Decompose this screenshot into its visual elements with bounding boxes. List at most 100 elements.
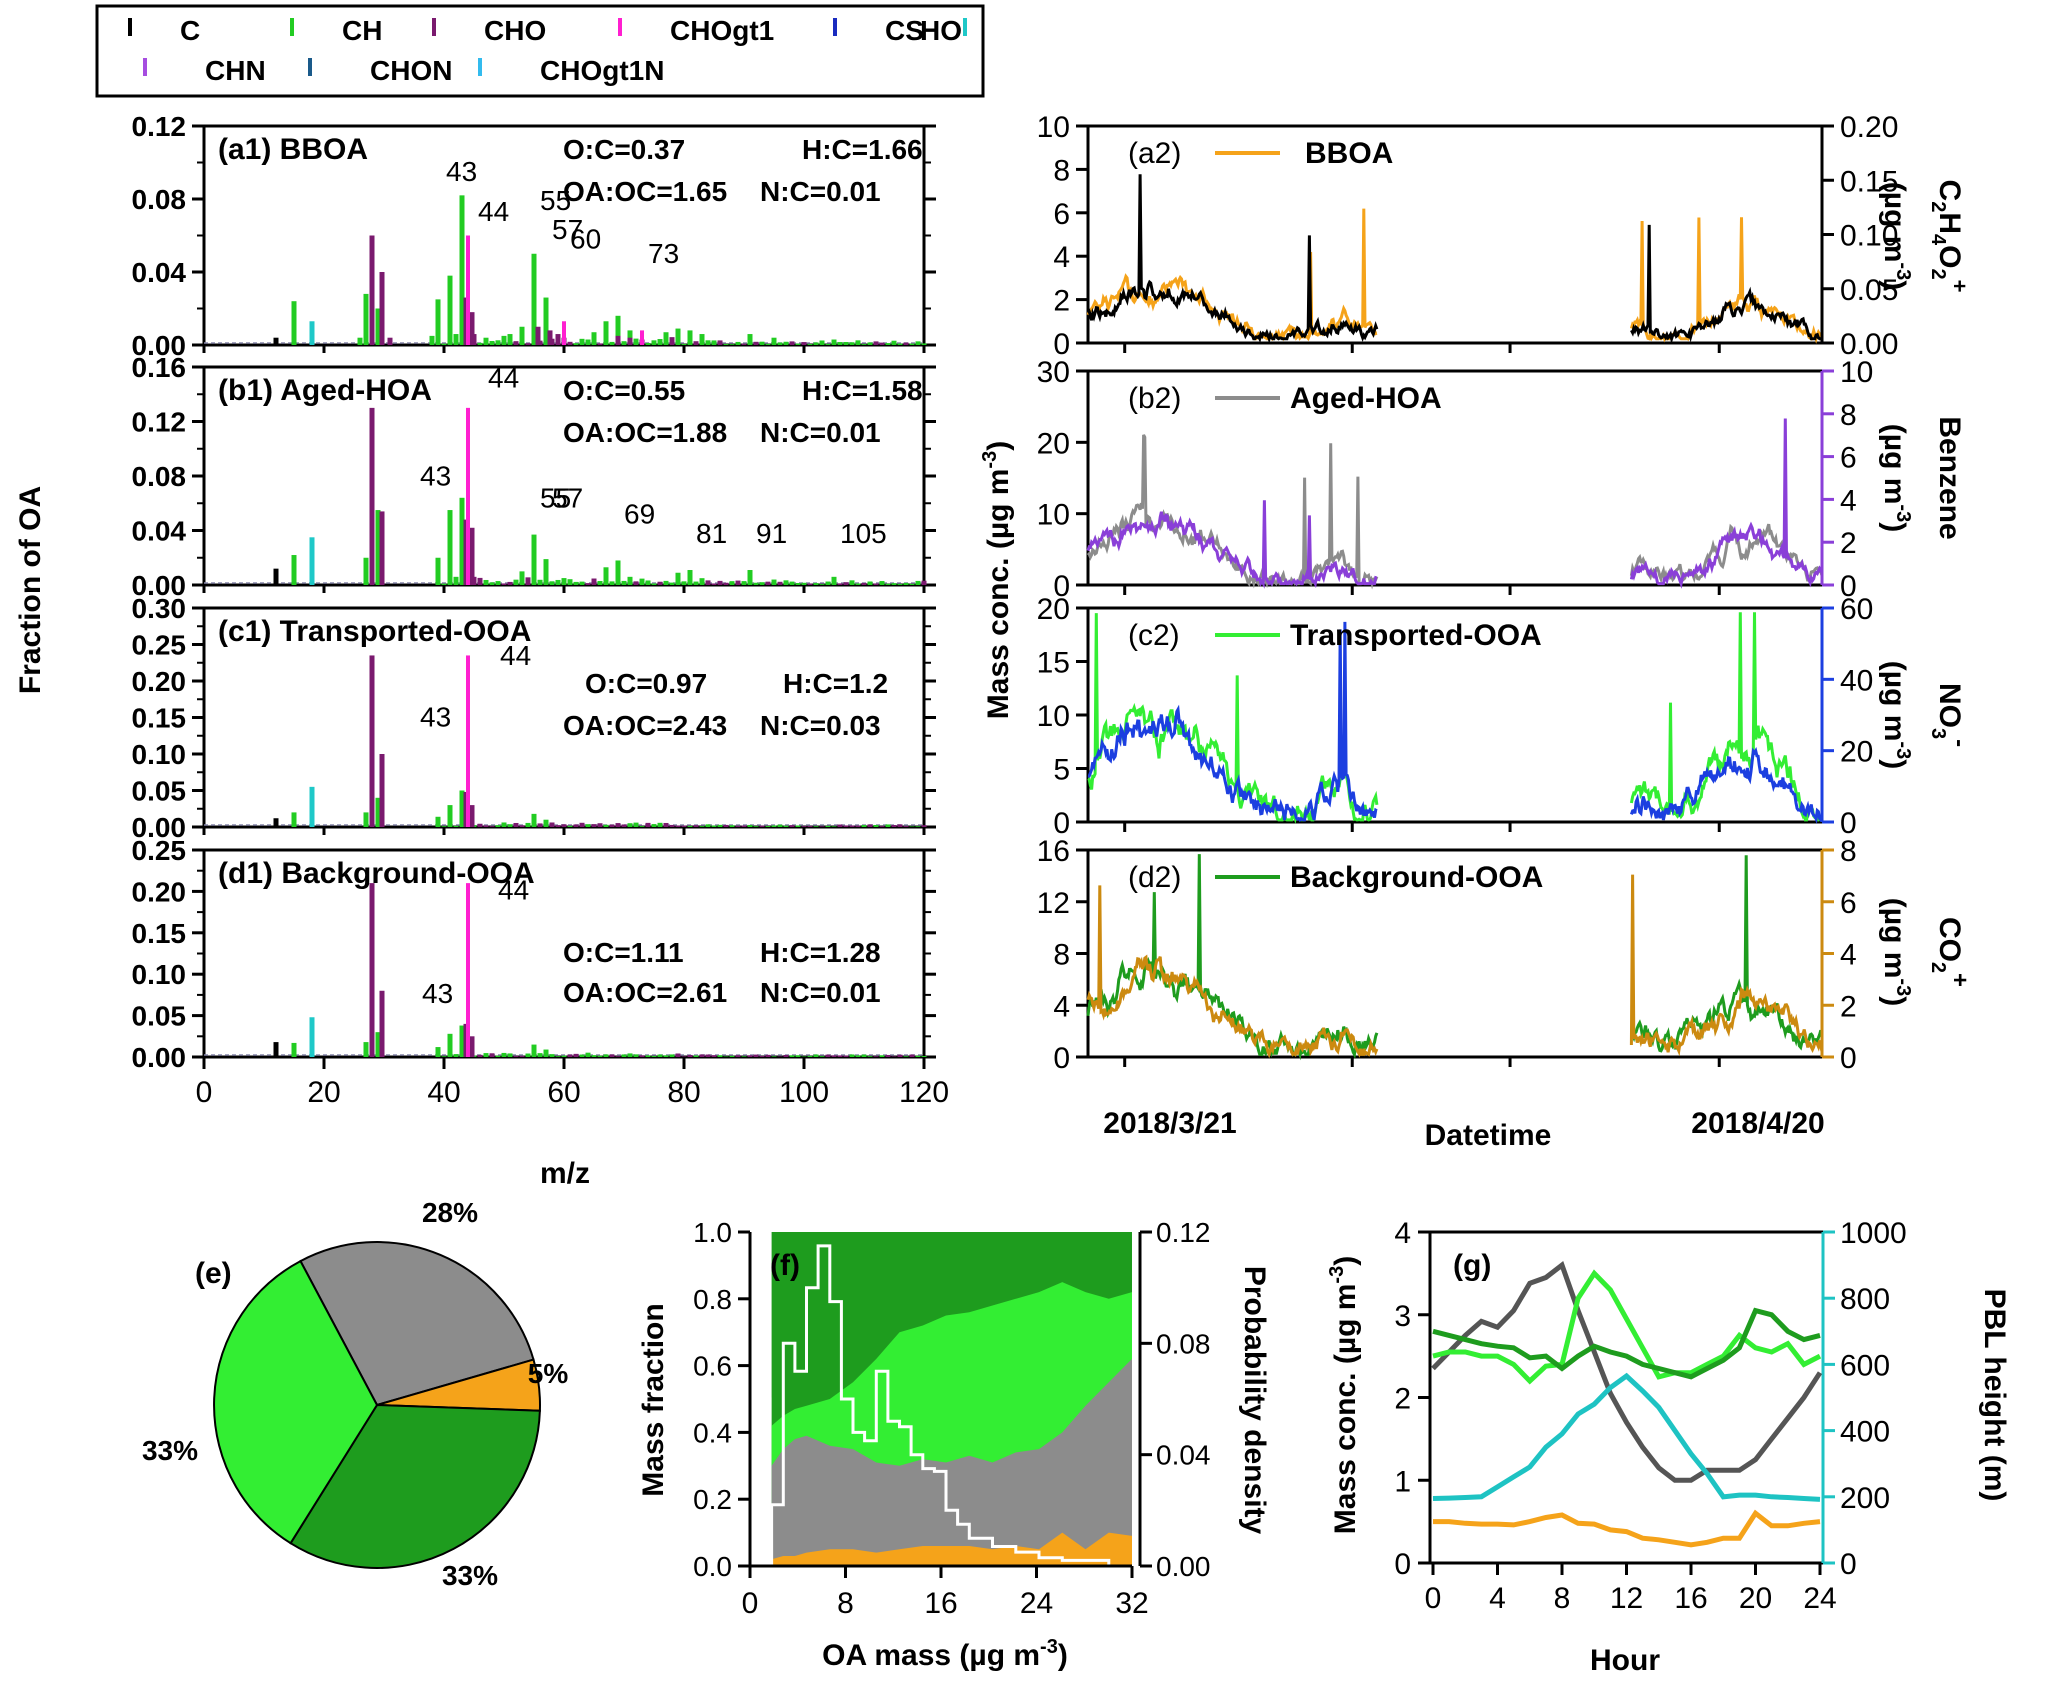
ms-minor-bar (921, 1055, 927, 1057)
ts-right-label-c2-species-part: - (1946, 739, 1973, 747)
ms-minor-bar (813, 342, 819, 345)
pie-pct-Background-OOA: 33% (442, 1560, 498, 1591)
stack-xtick-label: 0 (742, 1587, 759, 1620)
ms-minor-bar (579, 1054, 585, 1057)
ms-ytick-label: 0.30 (132, 593, 187, 624)
ms-minor-bar (717, 1055, 723, 1057)
ms-minor-bar (585, 824, 591, 827)
pie-label: (e) (195, 1257, 232, 1290)
ms-minor-bar (483, 579, 489, 585)
ms-minor-bar (699, 826, 705, 827)
ts-ytick-label: 8 (1053, 939, 1070, 972)
ts-right-label-c2-species: NO3- (1927, 683, 1973, 747)
ms-minor-bar (519, 1055, 525, 1057)
ms-bar-CHOgt1-44 (466, 407, 470, 585)
ms-minor-bar (573, 343, 579, 345)
ts-ytick-label: 0 (1053, 570, 1070, 603)
ms-minor-bar (489, 582, 495, 585)
ms-minor-bar (861, 344, 867, 345)
ms-peak-label-69: 69 (624, 499, 655, 530)
ms-minor-bar (621, 580, 627, 585)
ms-panel-b1: 0.00 0.04 0.08 0.12 0.16 (b1) Aged-HOA O:C=0.5… (132, 352, 936, 601)
ts-ytick-right-label: 0 (1840, 570, 1857, 603)
ms-ytick-label: 0.25 (132, 835, 187, 866)
ms-ratio: O:C=0.55 (563, 375, 685, 406)
diurnal-y2tick-label: 800 (1840, 1283, 1890, 1316)
ms-minor-bar (807, 583, 813, 585)
ms-ytick-label: 0.00 (132, 570, 187, 601)
ms-minor-bar (789, 581, 795, 585)
stack-xtick-label: 8 (837, 1587, 854, 1620)
ms-minor-bar (609, 581, 615, 585)
diurnal-xtick-label: 0 (1425, 1582, 1442, 1615)
ms-bar-HO-18 (309, 321, 315, 345)
ms-panel-a1: 0.00 0.04 0.08 0.12 (a1) BBOA O:C=0.37 H:C=1.6… (132, 111, 936, 361)
ms-minor-bar (645, 580, 651, 585)
ms-minor-bar (495, 340, 501, 345)
ms-minor-bar (477, 1054, 483, 1057)
ms-peak-label-44: 44 (488, 362, 519, 393)
ts-ytick-right-label: 4 (1840, 939, 1857, 972)
ms-minor-bar (621, 1054, 627, 1057)
ms-minor-bar (489, 826, 495, 827)
ms-minor-bar (687, 825, 693, 827)
ts-right-label-d2-species: CO2+ (1927, 917, 1973, 987)
ms-minor-bar (603, 824, 609, 827)
ms-minor-bar (843, 1055, 849, 1057)
ts-ytick-label: 4 (1053, 241, 1070, 274)
ms-minor-bar (597, 823, 603, 827)
ts-right-label-a2: (µg m-3) (1878, 182, 1914, 290)
diurnal-line-Transported-OOA (1432, 1269, 1822, 1385)
ts-legend-label: Aged-HOA (1290, 382, 1442, 415)
ms-minor-bar (741, 1056, 747, 1057)
ms-ytick-label: 0.10 (132, 739, 187, 770)
ms-minor-bar (831, 826, 837, 827)
ts-right-label-a2-part: -3 (1892, 262, 1914, 280)
ms-minor-bar (645, 822, 651, 827)
ms-bar-CHO-71 (627, 337, 633, 345)
ms-xtick-label: 120 (899, 1076, 949, 1109)
ts-right-label-a2-species-part: + (1947, 280, 1972, 293)
ms-xtick-label: 80 (667, 1076, 700, 1109)
ms-bar-CH-29 (375, 510, 381, 585)
ms-peak-label-55: 55 (540, 185, 571, 216)
ts-right-label-d2-species-part: CO (1933, 917, 1966, 962)
ms-ratio: O:C=0.37 (563, 134, 685, 165)
ts-series-main (1087, 613, 1379, 824)
ms-minor-bar (657, 822, 663, 827)
ms-minor-bar (735, 1055, 741, 1057)
ms-minor-bar (483, 825, 489, 827)
ms-minor-bar (813, 583, 819, 585)
ms-minor-bar (765, 581, 771, 585)
ms-bar-CH-42 (453, 576, 459, 585)
ms-minor-bar (783, 580, 789, 585)
legend-label-CHOgt1N: CHOgt1N (540, 55, 664, 86)
ms-minor-bar (489, 1053, 495, 1057)
ms-minor-bar (729, 825, 735, 827)
ms-minor-bar (891, 1056, 897, 1057)
ms-bar-CHO-31 (387, 337, 393, 345)
ms-minor-bar (441, 343, 447, 345)
legend-label-C: C (180, 15, 200, 46)
ms-minor-bar (855, 825, 861, 827)
ts-ytick-label: 5 (1053, 754, 1070, 787)
ms-minor-bar (669, 582, 675, 585)
ms-minor-bar (507, 581, 513, 585)
ms-bar-CH-50 (501, 335, 507, 345)
ts-panel-d2: 0 4 8 12 16 0 2 4 6 8 (d2) Background-OOA (1037, 835, 1857, 1075)
ms-minor-bar (561, 578, 567, 585)
ts-ytick-right-label: 0 (1840, 1042, 1857, 1075)
diurnal-line-Background-OOA (1432, 1307, 1821, 1380)
ms-minor-bar (777, 342, 783, 345)
legend-frame (95, 4, 985, 98)
ms-bar-CHOgt1-44 (466, 883, 470, 1057)
ms-minor-bar (651, 1055, 657, 1057)
ms-panel-title: (d1) Background-OOA (218, 857, 535, 890)
ms-minor-bar (897, 824, 903, 827)
ms-minor-bar (753, 1054, 759, 1057)
ts-series-tracer (1086, 174, 1379, 344)
ms-minor-bar (441, 583, 447, 585)
ms-ratio: H:C=1.28 (760, 937, 881, 968)
ms-minor-bar (885, 583, 891, 585)
